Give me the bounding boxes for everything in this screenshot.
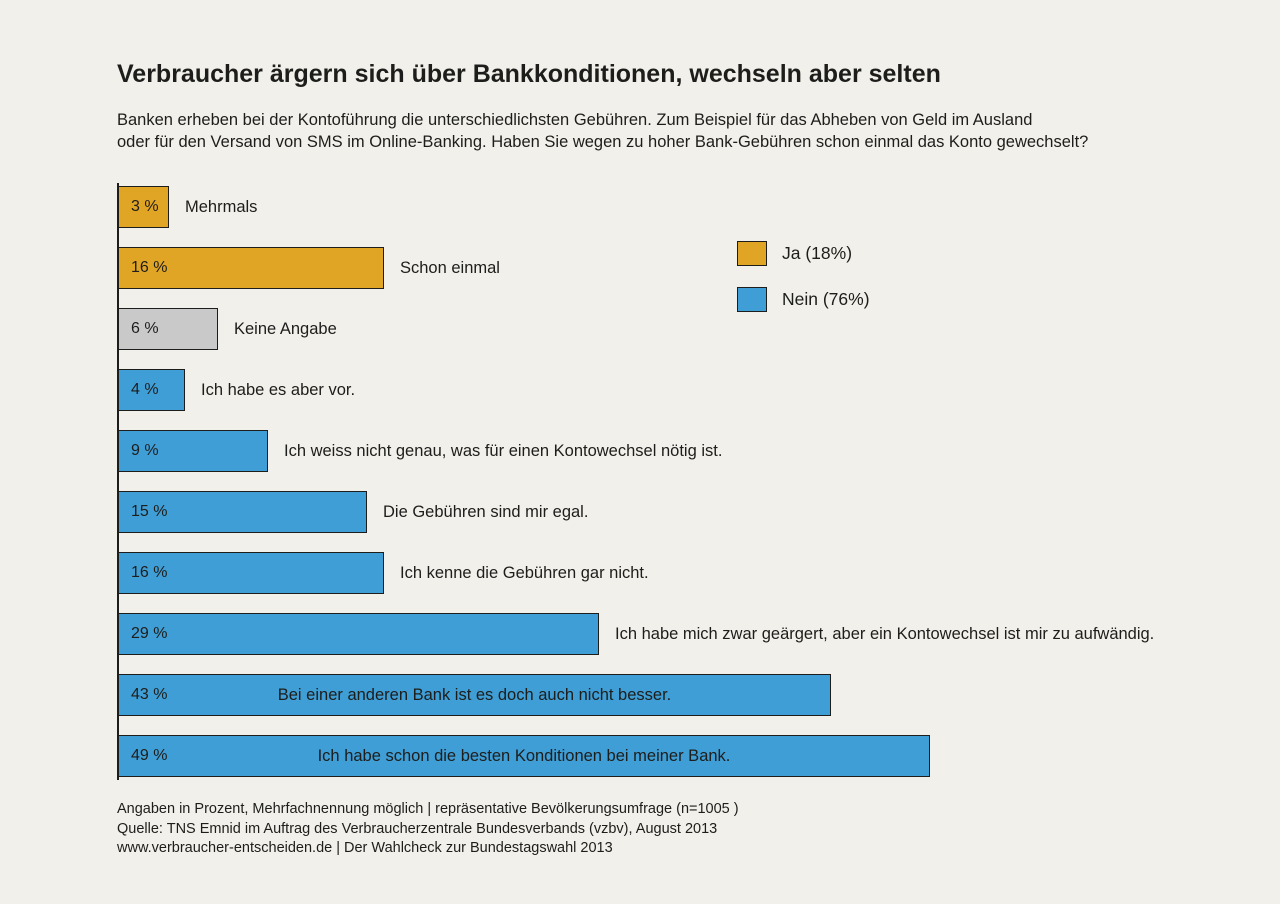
bar-category-label: Bei einer anderen Bank ist es doch auch … <box>277 685 672 704</box>
bar-segment: 15 % <box>119 491 367 533</box>
bar-value-label: 4 % <box>131 381 159 398</box>
bar-row: 49 % Ich habe schon die besten Konditione… <box>119 735 1240 777</box>
bar-value-label: 16 % <box>131 259 168 276</box>
legend-item: Nein (76%) <box>737 287 870 312</box>
bar-category-label: Keine Angabe <box>234 319 337 338</box>
bar-segment: 29 % <box>119 613 599 655</box>
bar-value-label: 9 % <box>131 442 159 459</box>
bar-value-label: 49 % <box>131 747 168 764</box>
bar-segment: 16 % <box>119 552 384 594</box>
bar-value-label: 29 % <box>131 625 168 642</box>
bar-row: 16 % Ich kenne die Gebühren gar nicht. <box>119 552 1240 594</box>
bar-segment: 49 % Ich habe schon die besten Konditione… <box>119 735 930 777</box>
bar-category-label: Die Gebühren sind mir egal. <box>383 502 589 521</box>
footnote-line-1: Angaben in Prozent, Mehrfachnennung mögl… <box>117 801 739 817</box>
bar-category-label: Ich habe schon die besten Konditionen be… <box>317 746 731 765</box>
legend-swatch-icon <box>737 241 767 266</box>
bar-value-label: 3 % <box>131 198 159 215</box>
bar-row: 6 % Keine Angabe <box>119 308 1240 350</box>
bar-row: 43 % Bei einer anderen Bank ist es doch a… <box>119 674 1240 716</box>
chart-subtitle: Banken erheben bei der Kontoführung die … <box>117 109 1240 153</box>
bar-category-label: Mehrmals <box>185 197 258 216</box>
bar-rows: 3 % Mehrmals 16 % Schon einmal 6 % Keine Anga… <box>117 183 1240 780</box>
bar-segment: 4 % <box>119 369 185 411</box>
footnote-line-2: Quelle: TNS Emnid im Auftrag des Verbrau… <box>117 820 718 837</box>
bar-segment: 16 % <box>119 247 384 289</box>
bar-row: 16 % Schon einmal <box>119 247 1240 289</box>
bar-row: 9 % Ich weiss nicht genau, was für einen … <box>119 430 1240 472</box>
subtitle-line-2: oder für den Versand von SMS im Online-B… <box>117 133 1089 151</box>
bar-segment: 3 % <box>119 186 169 228</box>
bar-row: 15 % Die Gebühren sind mir egal. <box>119 491 1240 533</box>
legend-label: Ja (18%) <box>782 243 853 263</box>
bar-category-label: Schon einmal <box>400 258 500 277</box>
legend-item: Ja (18%) <box>737 241 870 266</box>
footnote-line-3: www.verbraucher-entscheiden.de | Der Wah… <box>117 840 613 856</box>
legend-label: Nein (76%) <box>782 289 870 309</box>
bar-category-label: Ich habe es aber vor. <box>201 380 356 399</box>
bar-row: 29 % Ich habe mich zwar geärgert, aber ei… <box>119 613 1240 655</box>
bar-chart: 3 % Mehrmals 16 % Schon einmal 6 % Keine Anga… <box>117 183 1240 780</box>
legend-swatch-icon <box>737 287 767 312</box>
bar-value-label: 6 % <box>131 320 159 337</box>
bar-value-label: 15 % <box>131 503 168 520</box>
bar-segment: 43 % Bei einer anderen Bank ist es doch a… <box>119 674 831 716</box>
chart-footnote: Angaben in Prozent, Mehrfachnennung mögl… <box>117 800 1240 859</box>
bar-category-label: Ich habe mich zwar geärgert, aber ein Ko… <box>615 624 1155 643</box>
bar-value-label: 43 % <box>131 686 168 703</box>
bar-category-label: Ich weiss nicht genau, was für einen Kon… <box>284 441 723 460</box>
bar-category-label: Ich kenne die Gebühren gar nicht. <box>400 563 649 582</box>
page-title: Verbraucher ärgern sich über Bankkonditi… <box>117 60 941 88</box>
bar-row: 4 % Ich habe es aber vor. <box>119 369 1240 411</box>
subtitle-line-1: Banken erheben bei der Kontoführung die … <box>117 111 1033 129</box>
bar-row: 3 % Mehrmals <box>119 186 1240 228</box>
chart-legend: Ja (18%) Nein (76%) <box>737 241 870 312</box>
bar-segment: 9 % <box>119 430 268 472</box>
bar-value-label: 16 % <box>131 564 168 581</box>
bar-segment: 6 % <box>119 308 218 350</box>
